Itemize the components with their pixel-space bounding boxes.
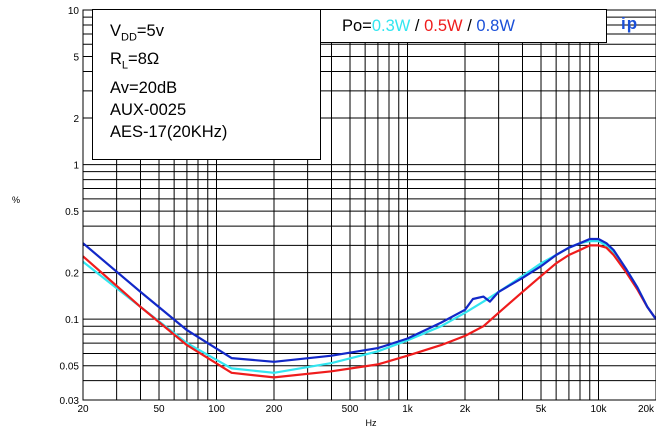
vdd-value: 5v xyxy=(146,22,164,40)
y-axis-label: % xyxy=(12,195,20,205)
legend-separator: / xyxy=(410,17,425,35)
measurement-filter-line: AES-17(20KHz) xyxy=(110,122,228,141)
x-tick-label: 1k xyxy=(402,404,414,415)
y-tick-label: 0.03 xyxy=(60,396,80,407)
x-axis-label: Hz xyxy=(366,418,377,428)
x-tick-label: 20 xyxy=(77,404,89,415)
y-tick-label: 5 xyxy=(73,53,79,64)
y-tick-label: 2 xyxy=(73,114,79,125)
input-filter-line: AUX-0025 xyxy=(110,100,187,119)
legend-separator: / xyxy=(462,17,477,35)
series-line-0.5w xyxy=(82,244,656,379)
vdd-line: VDD=5v xyxy=(110,22,164,44)
x-tick-label: 5k xyxy=(536,404,548,415)
x-tick-label: 2k xyxy=(460,404,472,415)
legend-entry-0.3w: 0.3W xyxy=(371,17,411,35)
rl-value: 8Ω xyxy=(137,50,160,69)
y-tick-label: 0.1 xyxy=(65,315,79,326)
y-tick-label: 1 xyxy=(73,161,79,172)
data-series xyxy=(82,237,656,379)
x-tick-label: 20k xyxy=(638,404,655,415)
x-tick-label: 10k xyxy=(590,404,607,415)
rl-line: RL=8Ω xyxy=(110,50,160,72)
y-tick-label: 0.2 xyxy=(65,269,79,280)
x-tick-label: 50 xyxy=(153,404,165,415)
legend-entry-0.8w: 0.8W xyxy=(476,17,515,35)
x-tick-label: 100 xyxy=(208,404,225,415)
tick-labels: 20 50 100 200 500 1k 2k 5k 10k 20k 0.03 0.05 0.1 0.2 0… xyxy=(60,6,656,415)
test-conditions-box: VDD=5v RL=8Ω Av=20dB AUX-0025 AES-17(20K… xyxy=(92,9,321,160)
gain-line: Av=20dB xyxy=(110,78,178,97)
y-tick-label: 0.5 xyxy=(65,207,79,218)
brand-logo-fragment: ip xyxy=(621,14,639,33)
y-tick-label: 0.05 xyxy=(60,362,80,373)
x-tick-label: 500 xyxy=(342,404,359,415)
series-line-0.8w xyxy=(82,237,656,363)
y-tick-label: 10 xyxy=(68,6,80,17)
series-line-0.3w xyxy=(82,240,656,374)
x-tick-label: 200 xyxy=(266,404,283,415)
legend-box: Po=0.3W / 0.5W / 0.8W xyxy=(320,9,607,43)
legend-entry-0.5w: 0.5W xyxy=(424,17,463,35)
legend-prefix: Po= xyxy=(342,17,372,35)
